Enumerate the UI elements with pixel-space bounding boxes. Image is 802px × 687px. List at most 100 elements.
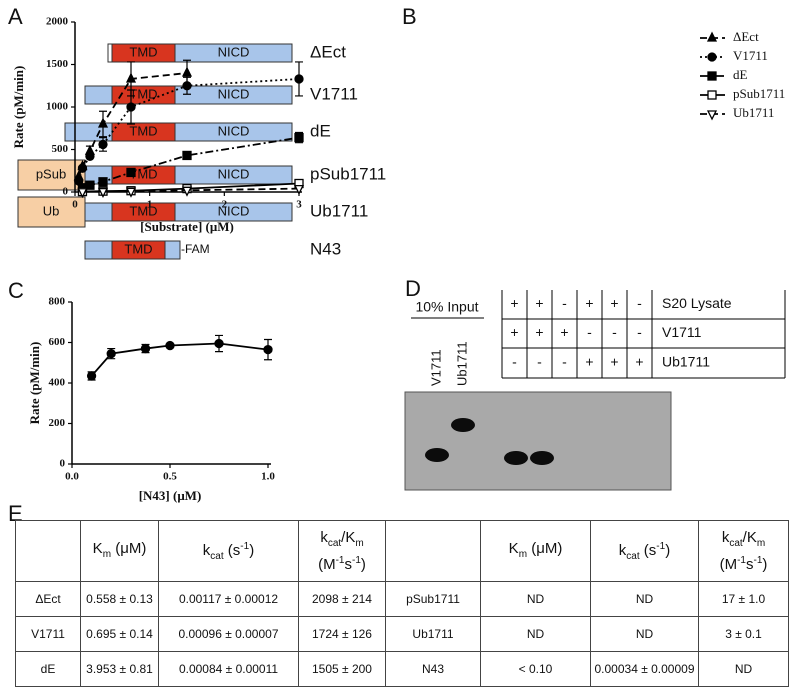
table-cell: < 0.10	[480, 651, 591, 687]
condition-sign: +	[510, 324, 518, 340]
condition-sign: -	[612, 324, 617, 340]
legend-marker	[706, 110, 718, 121]
condition-sign: -	[512, 354, 517, 370]
condition-sign: +	[585, 295, 593, 311]
data-point	[214, 338, 224, 349]
blank-cell	[15, 520, 81, 582]
table-cell: V1711	[15, 616, 81, 652]
panel-label: C	[8, 278, 24, 303]
gel	[404, 391, 672, 491]
tag-box	[17, 159, 86, 191]
legend-label: ΔEct	[733, 29, 759, 44]
condition-name: S20 Lysate	[662, 295, 732, 311]
condition-sign: +	[510, 295, 518, 311]
condition-sign: -	[562, 295, 567, 311]
data-point	[126, 102, 136, 112]
legend-label: dE	[733, 67, 748, 82]
condition-sign: +	[610, 295, 618, 311]
y-tick-label: 200	[49, 417, 66, 429]
panel-label: E	[8, 501, 23, 526]
y-axis-label: Rate (pM/min)	[11, 66, 26, 149]
x-tick-label: 0.5	[163, 471, 177, 483]
table-cell: ND	[698, 651, 789, 687]
legend-label: pSub1711	[733, 86, 785, 101]
y-tick-label: 1000	[46, 101, 69, 113]
tmd-domain	[111, 202, 176, 222]
domain-label: TMD	[129, 166, 157, 181]
header-cell: Km (μM)	[480, 520, 591, 582]
y-tick-label: 800	[49, 296, 66, 308]
x-tick-label: 3	[296, 199, 302, 211]
lane-label: V1711	[428, 349, 443, 386]
y-tick-label: 500	[52, 143, 69, 155]
condition-sign: +	[585, 354, 593, 370]
header-row: Km (μM) kcat (s-1) kcat/Km (M-1s-1) Km (μ…	[15, 520, 789, 582]
kinetics-table: Km (μM) kcat (s-1) kcat/Km (M-1s-1) Km (μ…	[15, 520, 789, 687]
header-cell: kcat (s-1)	[590, 520, 699, 582]
data-point	[86, 371, 97, 381]
x-tick-label: 2	[222, 199, 228, 211]
table-cell: pSub1711	[385, 581, 481, 617]
table-cell: 17 ± 1.0	[698, 581, 789, 617]
table-cell: N43	[385, 651, 481, 687]
domain-label: NICD	[218, 203, 250, 218]
gel-band	[425, 448, 449, 462]
table-row: ΔEct 0.558 ± 0.13 0.00117 ± 0.00012 2098 ± …	[15, 581, 789, 617]
series-line	[90, 342, 269, 377]
condition-sign: -	[537, 354, 542, 370]
x-axis-label: [Substrate] (μM)	[140, 219, 234, 234]
data-point	[165, 340, 175, 351]
data-point	[106, 348, 116, 359]
table-body: Km (μM) kcat (s-1) kcat/Km (M-1s-1) Km (μ…	[15, 520, 789, 687]
construct-name: ΔEct	[310, 42, 346, 61]
data-point	[98, 177, 108, 187]
data-point	[293, 184, 305, 196]
data-point	[182, 81, 192, 91]
panel-label: D	[405, 276, 421, 301]
y-tick-label: 0	[63, 186, 69, 198]
x-tick-label: 0	[72, 199, 78, 211]
legend-label: Ub1711	[733, 105, 774, 120]
x-tick-label: 1	[147, 199, 153, 211]
table-cell: 1724 ± 126	[298, 616, 386, 652]
condition-sign: -	[637, 295, 642, 311]
gel-band	[530, 451, 554, 465]
table-cell: 3 ± 0.1	[698, 616, 789, 652]
legend-marker	[707, 71, 717, 81]
condition-name: V1711	[662, 324, 702, 340]
tag-label: pSub	[36, 166, 66, 181]
table-row: dE 3.953 ± 0.81 0.00084 ± 0.00011 1505 ± 20…	[15, 651, 789, 687]
x-tick-label: 0.0	[65, 471, 79, 483]
data-point	[263, 344, 273, 355]
table-cell: 1505 ± 200	[298, 651, 386, 687]
condition-sign: +	[535, 295, 543, 311]
domain-label: TMD	[129, 44, 157, 59]
table-row: V1711 0.695 ± 0.14 0.00096 ± 0.00007 1724 ±…	[15, 616, 789, 652]
data-point	[77, 188, 88, 199]
domain-label: TMD	[129, 203, 157, 218]
data-point	[140, 343, 151, 354]
data-point	[97, 187, 109, 199]
domain-label: NICD	[218, 123, 250, 138]
table-cell: 0.00084 ± 0.00011	[158, 651, 299, 687]
condition-sign: +	[635, 354, 643, 370]
domain-label: TMD	[129, 123, 157, 138]
data-point	[125, 187, 137, 198]
table-cell: ND	[590, 581, 699, 617]
tag-label: Ub	[43, 203, 60, 218]
input-label: 10% Input	[415, 299, 478, 315]
table-cell: ΔEct	[15, 581, 81, 617]
data-point	[97, 117, 109, 128]
construct-name: Ub1711	[310, 201, 368, 220]
panel-label: A	[8, 4, 23, 29]
tag-box	[17, 196, 86, 228]
condition-sign: -	[562, 354, 567, 370]
header-cell: kcat/Km (M-1s-1)	[298, 520, 386, 582]
header-cell: Km (μM)	[80, 520, 159, 582]
legend-label: V1711	[733, 48, 768, 63]
domain-label: TMD	[124, 241, 152, 256]
header-cell: kcat/Km (M-1s-1)	[698, 520, 789, 582]
domain-label: NICD	[218, 44, 250, 59]
table-cell: ND	[590, 616, 699, 652]
